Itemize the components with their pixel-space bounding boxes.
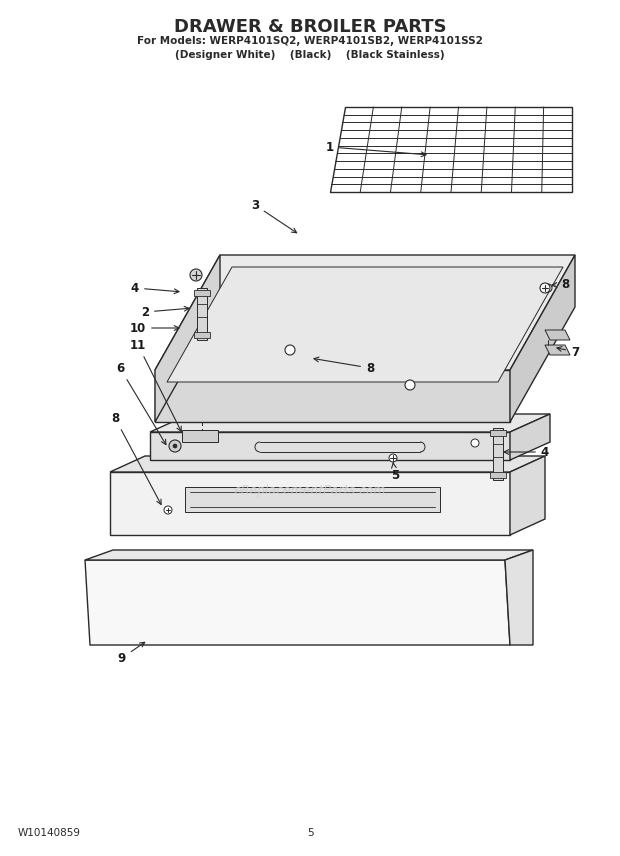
Circle shape <box>471 439 479 447</box>
Text: 6: 6 <box>116 361 166 444</box>
Polygon shape <box>150 414 550 432</box>
Polygon shape <box>185 487 440 512</box>
Text: DRAWER & BROILER PARTS: DRAWER & BROILER PARTS <box>174 18 446 36</box>
Text: 4: 4 <box>504 445 549 459</box>
Circle shape <box>405 380 415 390</box>
Polygon shape <box>510 255 575 422</box>
Circle shape <box>544 284 552 292</box>
Text: 4: 4 <box>131 282 179 294</box>
Polygon shape <box>167 267 563 382</box>
Circle shape <box>190 269 202 281</box>
Text: 8: 8 <box>111 412 161 504</box>
Text: 3: 3 <box>251 199 296 233</box>
Polygon shape <box>85 550 533 560</box>
Polygon shape <box>493 428 503 480</box>
Text: eReplacementParts.com: eReplacementParts.com <box>234 484 386 496</box>
Polygon shape <box>510 456 545 535</box>
Polygon shape <box>194 332 210 338</box>
Polygon shape <box>545 330 570 340</box>
Polygon shape <box>490 472 506 478</box>
Circle shape <box>164 506 172 514</box>
Polygon shape <box>155 370 510 422</box>
Text: 1: 1 <box>326 140 426 157</box>
Polygon shape <box>182 430 218 442</box>
Polygon shape <box>510 414 550 460</box>
Text: 5: 5 <box>391 463 399 482</box>
Text: (Designer White)    (Black)    (Black Stainless): (Designer White) (Black) (Black Stainles… <box>175 50 445 60</box>
Text: W10140859: W10140859 <box>18 828 81 838</box>
Polygon shape <box>110 472 510 535</box>
Text: 9: 9 <box>118 642 144 664</box>
Polygon shape <box>545 345 570 355</box>
Polygon shape <box>150 432 510 460</box>
Circle shape <box>285 345 295 355</box>
Text: 7: 7 <box>557 346 579 359</box>
Circle shape <box>173 444 177 448</box>
Text: 8: 8 <box>314 357 374 375</box>
Polygon shape <box>85 560 510 645</box>
Circle shape <box>169 440 181 452</box>
Text: 5: 5 <box>307 828 313 838</box>
Text: 2: 2 <box>141 306 189 318</box>
Circle shape <box>540 283 550 293</box>
Polygon shape <box>505 550 533 645</box>
Polygon shape <box>330 107 572 192</box>
Text: 10: 10 <box>130 322 179 335</box>
Polygon shape <box>194 290 210 296</box>
Polygon shape <box>110 456 545 472</box>
Polygon shape <box>197 288 207 340</box>
Text: 11: 11 <box>130 338 181 431</box>
Polygon shape <box>155 255 220 422</box>
Text: 8: 8 <box>552 278 569 292</box>
Polygon shape <box>490 430 506 436</box>
Circle shape <box>389 454 397 462</box>
Text: For Models: WERP4101SQ2, WERP4101SB2, WERP4101SS2: For Models: WERP4101SQ2, WERP4101SB2, WE… <box>137 36 483 46</box>
Polygon shape <box>155 255 575 370</box>
